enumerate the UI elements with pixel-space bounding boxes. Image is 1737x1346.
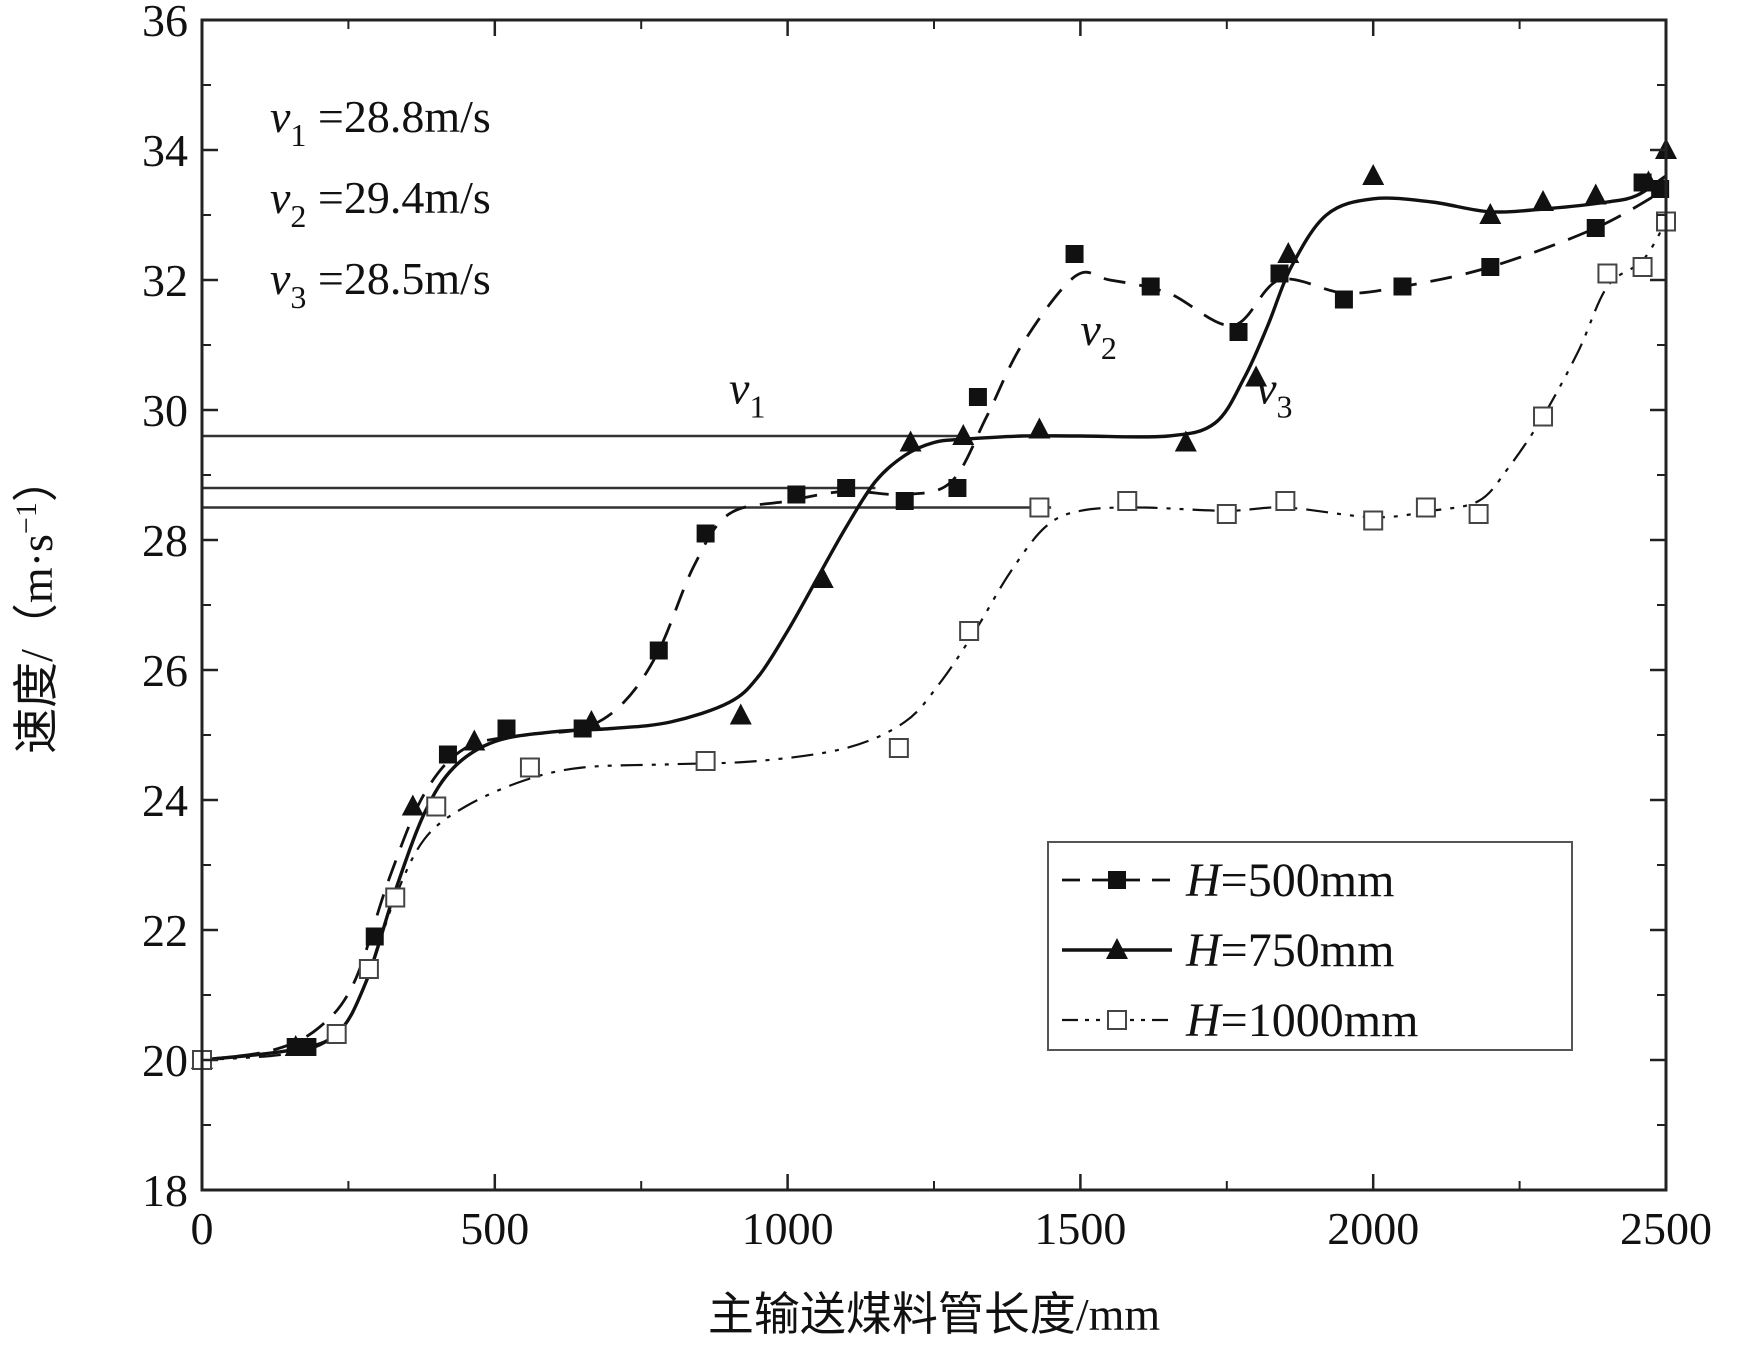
data-point-series-1 bbox=[1277, 242, 1300, 263]
legend-label-h750: H=750mm bbox=[1185, 924, 1394, 977]
axis-tick-labels: 0 500 1000 1500 2000 2500 18 20 22 24 26 28 30 32 34 36 bbox=[142, 0, 1712, 1254]
data-point-series-2 bbox=[1363, 510, 1384, 531]
legend-marker-sample bbox=[1108, 871, 1126, 889]
v3-annotation: v3 =28.5m/s bbox=[270, 253, 491, 315]
curve-label-v1: v1 bbox=[729, 363, 765, 425]
data-point-series-0 bbox=[1334, 290, 1353, 309]
legend-marker-sample bbox=[1106, 938, 1128, 959]
x-tick-label: 0 bbox=[191, 1203, 214, 1254]
data-point-series-0 bbox=[895, 492, 914, 510]
y-tick-label: 20 bbox=[142, 1035, 188, 1086]
y-tick-label: 28 bbox=[142, 515, 188, 566]
data-point-series-1 bbox=[811, 567, 834, 588]
y-tick-label: 30 bbox=[142, 385, 188, 436]
curve-labels: v1 v2 v3 bbox=[729, 304, 1292, 425]
data-point-series-2 bbox=[426, 796, 447, 817]
data-point-series-0 bbox=[1229, 323, 1248, 341]
data-point-series-1 bbox=[463, 729, 486, 751]
data-point-series-1 bbox=[401, 794, 424, 816]
x-tick-label: 1500 bbox=[1034, 1203, 1126, 1254]
data-point-series-0 bbox=[837, 479, 856, 497]
data-point-series-1 bbox=[1028, 417, 1051, 439]
data-point-series-1 bbox=[1245, 365, 1268, 387]
data-point-series-2 bbox=[1275, 491, 1296, 511]
data-point-series-1 bbox=[1532, 190, 1555, 211]
y-tick-label: 24 bbox=[142, 775, 188, 826]
axis-ticks bbox=[200, 18, 1668, 1192]
data-point-series-0 bbox=[1481, 258, 1500, 276]
data-point-series-2 bbox=[1533, 406, 1554, 427]
data-point-series-0 bbox=[968, 388, 987, 406]
data-point-series-1 bbox=[284, 1035, 307, 1056]
data-point-series-1 bbox=[580, 710, 603, 731]
y-tick-label: 26 bbox=[142, 645, 188, 696]
data-point-series-0 bbox=[649, 641, 668, 660]
curve-label-v2: v2 bbox=[1080, 304, 1116, 366]
data-point-series-0 bbox=[787, 485, 806, 504]
series-markers bbox=[191, 138, 1677, 1070]
data-point-series-1 bbox=[1362, 164, 1385, 185]
velocity-annotations: v1 =28.8m/s v2 =29.4m/s v3 =28.5m/s bbox=[270, 91, 491, 315]
legend: H=500mm H=750mm H=1000mm bbox=[1047, 841, 1573, 1051]
data-point-series-1 bbox=[899, 430, 922, 452]
v2-annotation: v2 =29.4m/s bbox=[270, 172, 491, 234]
data-point-series-0 bbox=[1270, 264, 1289, 283]
y-tick-label: 22 bbox=[142, 905, 188, 956]
legend-samples bbox=[1062, 871, 1172, 1030]
data-point-series-1 bbox=[1174, 430, 1197, 452]
legend-label-h500: H=500mm bbox=[1185, 854, 1394, 907]
x-tick-label: 1000 bbox=[742, 1203, 834, 1254]
data-point-series-2 bbox=[1216, 504, 1237, 524]
x-tick-label: 2000 bbox=[1327, 1203, 1419, 1254]
y-axis-title: 速度/（m·s−1） bbox=[10, 456, 63, 754]
series-curve-0 bbox=[201, 187, 1667, 1062]
y-tick-label: 18 bbox=[142, 1165, 188, 1216]
y-tick-label: 34 bbox=[142, 125, 188, 176]
data-point-series-2 bbox=[326, 1024, 347, 1044]
x-tick-label: 2500 bbox=[1620, 1203, 1712, 1254]
y-tick-label: 36 bbox=[142, 0, 188, 46]
data-point-series-0 bbox=[1393, 277, 1412, 296]
legend-marker-sample bbox=[1107, 1010, 1127, 1030]
x-tick-label: 500 bbox=[460, 1203, 529, 1254]
y-tick-label: 32 bbox=[142, 255, 188, 306]
data-point-series-2 bbox=[959, 621, 980, 641]
data-point-series-0 bbox=[497, 719, 516, 738]
data-point-series-1 bbox=[1584, 183, 1607, 205]
data-point-series-2 bbox=[1029, 497, 1050, 518]
data-point-series-0 bbox=[948, 479, 967, 497]
data-point-series-0 bbox=[1586, 219, 1605, 237]
data-point-series-2 bbox=[1468, 504, 1489, 524]
data-point-series-1 bbox=[952, 424, 975, 445]
v1-annotation: v1 =28.8m/s bbox=[270, 91, 491, 153]
data-point-series-2 bbox=[358, 959, 379, 979]
data-point-series-2 bbox=[888, 738, 909, 758]
x-axis-title: 主输送煤料管长度/mm bbox=[708, 1289, 1161, 1340]
data-point-series-2 bbox=[1597, 263, 1618, 284]
data-point-series-0 bbox=[365, 927, 384, 946]
legend-label-h1000: H=1000mm bbox=[1185, 994, 1418, 1047]
data-point-series-2 bbox=[1415, 497, 1436, 518]
data-point-series-2 bbox=[1632, 257, 1653, 277]
data-point-series-0 bbox=[1065, 245, 1084, 263]
data-point-series-0 bbox=[438, 745, 457, 764]
data-point-series-1 bbox=[1637, 170, 1660, 192]
legend-box bbox=[1047, 841, 1573, 1051]
curve-label-v3: v3 bbox=[1256, 363, 1292, 425]
data-point-series-0 bbox=[696, 524, 715, 543]
data-point-series-1 bbox=[729, 703, 752, 725]
data-point-series-2 bbox=[519, 757, 540, 778]
data-point-series-1 bbox=[1479, 203, 1502, 224]
data-point-series-0 bbox=[1141, 277, 1160, 296]
data-point-series-2 bbox=[385, 887, 406, 908]
data-point-series-2 bbox=[1117, 491, 1138, 511]
data-point-series-2 bbox=[695, 751, 716, 771]
